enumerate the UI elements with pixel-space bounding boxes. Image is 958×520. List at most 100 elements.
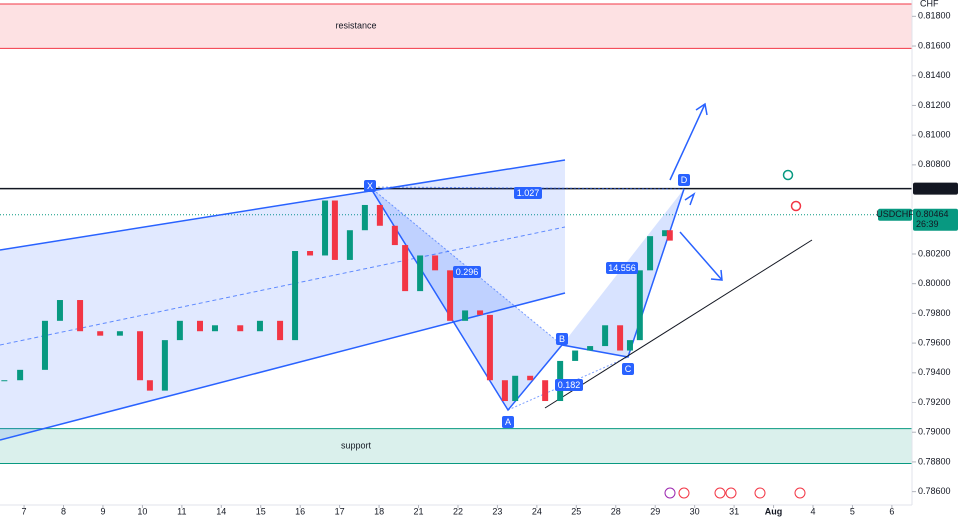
y-tick-label: 0.78800 bbox=[918, 456, 951, 466]
y-tick-label: 0.79600 bbox=[918, 337, 951, 347]
x-tick-label: 24 bbox=[532, 506, 542, 516]
candle bbox=[237, 325, 244, 332]
ratio-box bbox=[606, 262, 638, 274]
y-tick-label: 0.81600 bbox=[918, 40, 951, 50]
x-tick-label: 25 bbox=[571, 506, 581, 516]
x-tick-label: 17 bbox=[335, 506, 345, 516]
candle bbox=[322, 200, 329, 256]
candle bbox=[211, 325, 218, 332]
candle bbox=[97, 331, 104, 336]
candle bbox=[432, 255, 439, 271]
candle bbox=[486, 314, 493, 381]
candle bbox=[292, 251, 299, 341]
candle bbox=[1, 380, 8, 382]
symbol-badge bbox=[878, 208, 912, 221]
x-tick-label: 23 bbox=[492, 506, 502, 516]
candle bbox=[391, 225, 398, 246]
event-icon bbox=[678, 487, 690, 499]
price-badge bbox=[913, 208, 958, 231]
trend-drawings bbox=[544, 102, 813, 409]
event-icon bbox=[754, 487, 766, 499]
zone-label: support bbox=[341, 440, 372, 450]
y-tick-label: 0.80800 bbox=[918, 159, 951, 169]
y-tick-label: 0.79000 bbox=[918, 427, 951, 437]
candle bbox=[587, 346, 594, 351]
candle bbox=[41, 320, 48, 370]
label-box bbox=[502, 416, 514, 428]
candle bbox=[376, 204, 383, 226]
stop-marker bbox=[790, 200, 802, 212]
countdown-label: 26:39 bbox=[916, 219, 939, 229]
y-tick-label: 0.80000 bbox=[918, 278, 951, 288]
candle bbox=[512, 375, 519, 402]
ratio-label: 0.182 bbox=[558, 380, 581, 390]
candle bbox=[527, 375, 534, 381]
x-tick-label: 7 bbox=[22, 506, 27, 516]
x-tick-label: 31 bbox=[729, 506, 739, 516]
candle bbox=[572, 350, 579, 361]
candle bbox=[17, 369, 24, 381]
event-icon bbox=[725, 487, 737, 499]
y-tick-label: 0.79800 bbox=[918, 308, 951, 318]
candle bbox=[662, 230, 669, 237]
candle bbox=[176, 320, 183, 341]
channel-upper bbox=[0, 159, 566, 251]
ratio-box bbox=[514, 187, 542, 199]
candle bbox=[307, 251, 314, 256]
point-label: D bbox=[681, 175, 688, 185]
candle bbox=[116, 331, 123, 336]
x-tick-label: 30 bbox=[690, 506, 700, 516]
candle bbox=[402, 245, 409, 292]
candle bbox=[346, 230, 353, 260]
y-tick-label: 0.79400 bbox=[918, 367, 951, 377]
point-label: X bbox=[367, 181, 373, 191]
candle bbox=[447, 270, 454, 321]
candle bbox=[137, 331, 144, 381]
arrow bbox=[679, 231, 723, 281]
candle bbox=[161, 340, 168, 391]
level-badge bbox=[913, 182, 958, 195]
point-label: B bbox=[559, 334, 565, 344]
price-axis-bg bbox=[912, 0, 958, 520]
x-tick-label: 10 bbox=[137, 506, 147, 516]
zone-label: resistance bbox=[335, 21, 376, 31]
x-tick-label: 29 bbox=[650, 506, 660, 516]
ratio-label: 1.027 bbox=[517, 188, 540, 198]
x-tick-label: 16 bbox=[295, 506, 305, 516]
x-tick-label: 14 bbox=[216, 506, 226, 516]
x-tick-label: 18 bbox=[374, 506, 384, 516]
candle bbox=[146, 380, 153, 391]
candle bbox=[331, 200, 338, 260]
time-axis-bg bbox=[0, 505, 958, 520]
ratio-label: 14.556 bbox=[608, 263, 636, 273]
x-tick-label: 28 bbox=[611, 506, 621, 516]
y-tick-label: 0.80200 bbox=[918, 248, 951, 258]
candle bbox=[277, 320, 284, 341]
candle bbox=[56, 300, 63, 321]
candle bbox=[602, 325, 609, 347]
x-tick-label: 21 bbox=[414, 506, 424, 516]
ratio-box bbox=[453, 266, 481, 278]
channel-lower bbox=[0, 292, 566, 441]
y-tick-label: 0.78600 bbox=[918, 486, 951, 496]
channel-mid bbox=[0, 226, 566, 346]
candle bbox=[417, 255, 424, 292]
candle bbox=[196, 320, 203, 332]
currency-label: CHF bbox=[920, 0, 939, 8]
candle bbox=[477, 310, 484, 315]
y-tick-label: 0.81000 bbox=[918, 130, 951, 140]
axes: 0.81800 0.81600 0.81400 0.81200 0.81000 0.808… bbox=[22, 11, 958, 516]
event-icon bbox=[714, 487, 726, 499]
candle bbox=[361, 204, 368, 231]
label-box bbox=[622, 363, 634, 375]
x-tick-label: 4 bbox=[810, 506, 815, 516]
ratio-label: 0.296 bbox=[456, 267, 479, 277]
point-label: C bbox=[625, 364, 632, 374]
x-tick-label: 5 bbox=[850, 506, 855, 516]
pattern-fill bbox=[370, 187, 562, 410]
y-tick-label: 0.79200 bbox=[918, 397, 951, 407]
point-label: A bbox=[505, 417, 511, 427]
x-tick-label: 8 bbox=[61, 506, 66, 516]
label-box bbox=[364, 180, 376, 192]
